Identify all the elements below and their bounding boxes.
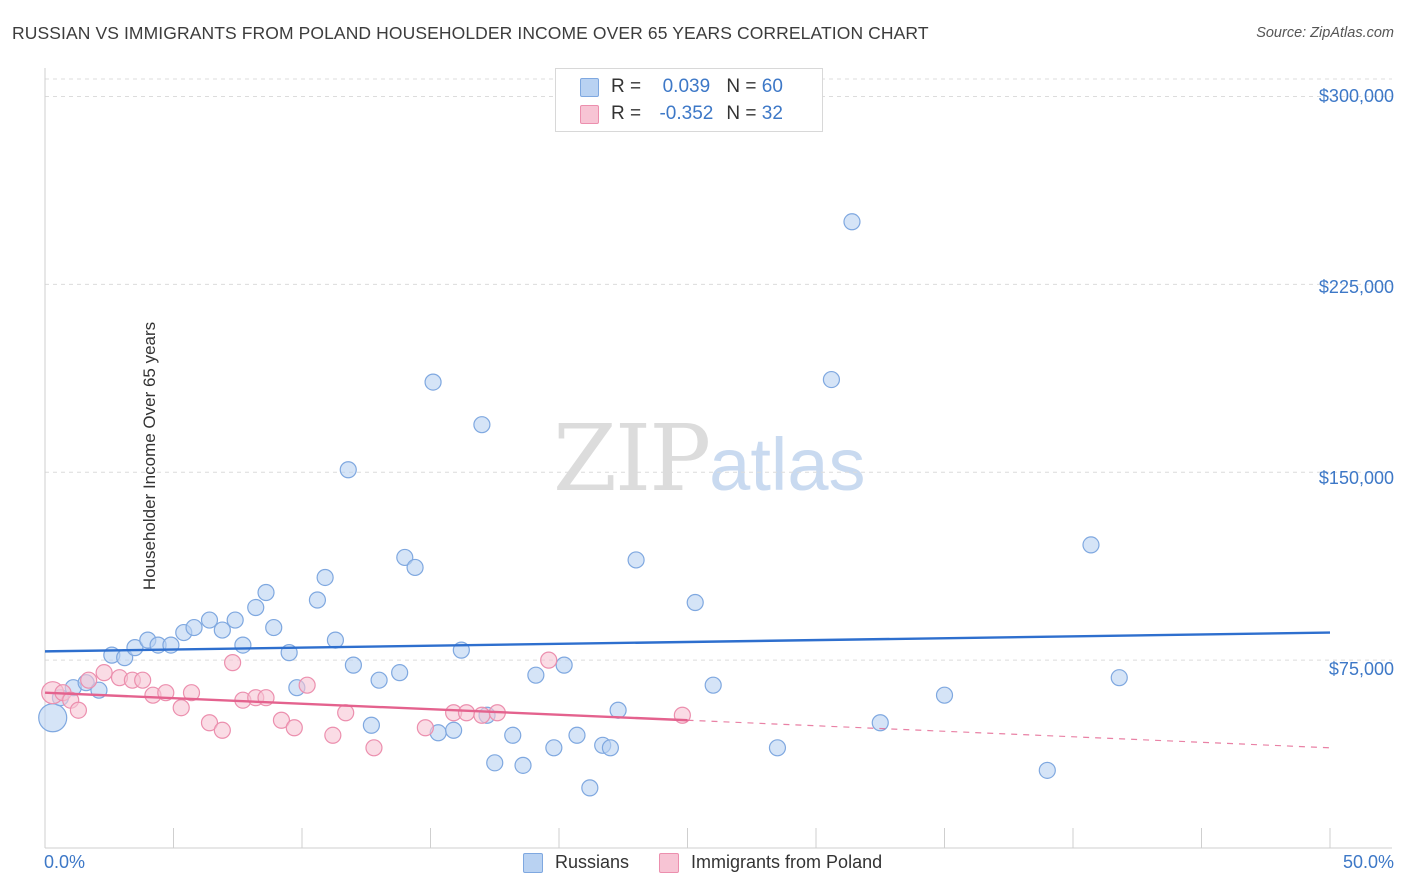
legend-item-russians: Russians [523, 852, 629, 873]
russians-point [445, 721, 463, 739]
russians-point [396, 548, 414, 567]
r-value: -0.352 [659, 103, 714, 124]
russians-point [486, 754, 504, 772]
legend-item-poland: Immigrants from Poland [659, 852, 882, 873]
poland-point [69, 701, 88, 719]
russians-point [213, 621, 231, 639]
russians-point [935, 686, 954, 704]
russians-point [326, 631, 345, 649]
russians-swatch [580, 77, 599, 97]
poland-point [365, 739, 383, 757]
russians-point [247, 598, 265, 617]
poland-point [337, 704, 355, 722]
x-tick-label-max: 50.0% [1342, 852, 1394, 872]
russians-point [871, 714, 889, 732]
n-label: N = [726, 76, 757, 97]
n-value: 60 [761, 76, 783, 97]
poland-point [457, 704, 476, 722]
russians-point [843, 213, 861, 231]
russians-point [391, 664, 409, 682]
russians-point [514, 756, 532, 774]
russians-point [424, 373, 442, 391]
legend-label: Immigrants from Poland [691, 852, 883, 872]
russians-point [308, 591, 327, 609]
russians-point [226, 611, 244, 629]
source-label: Source: ZipAtlas.com [1256, 25, 1394, 41]
poland-swatch [659, 852, 680, 873]
legend-row-russians: R = 0.039 N = 60 [580, 75, 783, 99]
y-tick-label: $225,000 [1318, 277, 1394, 297]
russians-point [822, 370, 841, 389]
russians-point [339, 461, 357, 479]
russians-point [627, 551, 645, 569]
poland-point [540, 651, 558, 669]
russians-point [406, 558, 424, 577]
y-tick-label: $300,000 [1318, 86, 1394, 106]
poland-point [80, 671, 98, 689]
n-value: 32 [761, 103, 783, 124]
russians-point [185, 618, 203, 637]
x-tick-label-min: 0.0% [44, 852, 86, 872]
poland-trend-line [44, 691, 688, 722]
russians-point [265, 618, 283, 637]
series-legend: Russians Immigrants from Poland [523, 852, 912, 873]
poland-point [200, 714, 219, 732]
russians-point [316, 568, 334, 587]
russians-point [370, 671, 388, 689]
poland-point [224, 654, 242, 672]
russians-point [581, 779, 599, 797]
russians-point [609, 701, 627, 719]
poland-point [473, 706, 491, 724]
y-tick-label: $150,000 [1318, 468, 1394, 488]
russians-trend-line [44, 631, 1331, 653]
poland-swatch [580, 104, 599, 124]
russians-point [1110, 669, 1128, 687]
poland-point [324, 726, 342, 744]
legend-label: Russians [555, 852, 630, 872]
russians-point [38, 703, 68, 733]
russians-point [768, 739, 787, 757]
russians-point [362, 716, 380, 734]
poland-point [416, 719, 434, 737]
russians-point [601, 739, 620, 757]
poland-point [182, 684, 201, 702]
n-label: N = [726, 103, 757, 124]
russians-point [704, 676, 722, 694]
russians-point [200, 611, 219, 629]
watermark-atlas: atlas [709, 423, 866, 506]
russians-point [568, 726, 586, 744]
russians-point [1038, 761, 1056, 779]
russians-point [473, 416, 491, 434]
r-label: R = [611, 103, 642, 124]
poland-point [134, 671, 152, 689]
russians-point [555, 656, 573, 674]
r-label: R = [611, 76, 642, 97]
russians-point [126, 639, 144, 657]
poland-point [213, 721, 231, 739]
russians-point [344, 656, 362, 674]
correlation-legend: R = 0.039 N = 60 R = -0.352 N = 32 [555, 68, 823, 132]
legend-row-poland: R = -0.352 N = 32 [580, 102, 783, 126]
poland-point [95, 664, 113, 682]
russians-point [545, 739, 563, 757]
russians-point [504, 726, 522, 744]
russians-point [527, 666, 545, 684]
russians-point [234, 636, 252, 654]
y-axis-label: Householder Income Over 65 years [140, 321, 160, 591]
russians-point [686, 593, 704, 612]
russians-point [257, 583, 275, 602]
poland-point [285, 719, 303, 737]
russians-point [1082, 536, 1100, 554]
zipatlas-watermark: ZIPatlas [553, 405, 865, 512]
watermark-zip: ZIP [553, 405, 711, 512]
chart-title: RUSSIAN VS IMMIGRANTS FROM POLAND HOUSEH… [12, 23, 929, 43]
y-tick-label: $75,000 [1328, 659, 1394, 679]
r-value: 0.039 [662, 76, 711, 97]
poland-point [172, 699, 190, 717]
poland-point [298, 676, 316, 694]
russians-swatch [523, 852, 543, 873]
poland-point [272, 711, 291, 729]
